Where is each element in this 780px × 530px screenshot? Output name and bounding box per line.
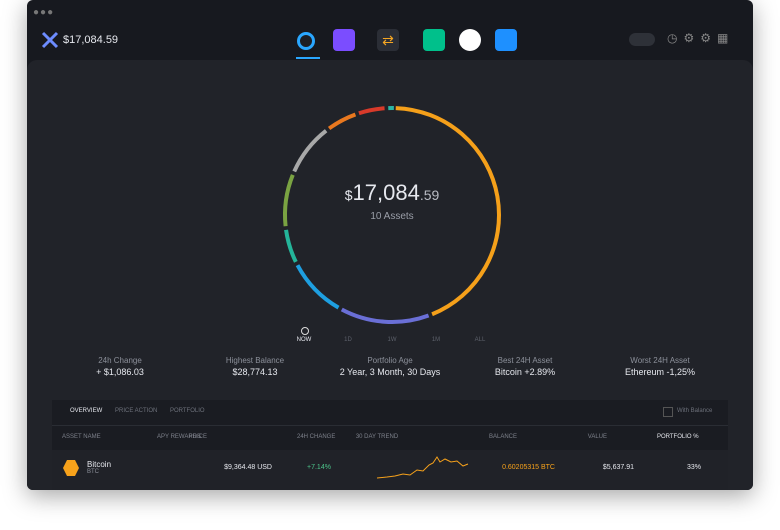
- asset-change: +7.14%: [307, 464, 331, 471]
- asset-balance: 0.60205315 BTC: [502, 464, 555, 471]
- column-header[interactable]: APY REWARDS: [157, 434, 202, 440]
- stat-value: Bitcoin +2.89%: [494, 367, 556, 377]
- stat-value: 2 Year, 3 Month, 30 Days: [339, 367, 441, 377]
- ring-segment: [283, 174, 295, 227]
- stat-value: + $1,086.03: [96, 367, 144, 377]
- table-tab[interactable]: PORTFOLIO: [170, 408, 205, 414]
- ring-segment: [284, 229, 298, 263]
- filter-label[interactable]: With Balance: [677, 408, 713, 414]
- whole: 17,084: [352, 180, 420, 205]
- column-header[interactable]: VALUE: [587, 434, 607, 440]
- ring-segment: [340, 307, 430, 324]
- portfolio-ring: [283, 106, 501, 324]
- table-tab[interactable]: PRICE ACTION: [115, 408, 158, 414]
- asset-price: $9,364.48 USD: [224, 464, 272, 471]
- exchange-tab[interactable]: ⇄: [377, 29, 399, 51]
- timeline-option[interactable]: ALL: [474, 337, 486, 343]
- timeline-option[interactable]: NOW: [296, 337, 312, 343]
- timeline-knob[interactable]: [301, 327, 309, 335]
- ring-segment: [295, 264, 340, 310]
- portfolio-tab[interactable]: [297, 32, 315, 50]
- stat-label: Highest Balance: [225, 356, 285, 365]
- timeline-option[interactable]: 1M: [431, 337, 441, 343]
- wallet-tab[interactable]: [333, 29, 355, 51]
- ring-segment: [358, 106, 385, 116]
- header-icons[interactable]: ◷⚙⚙▦: [667, 31, 735, 45]
- window-dots: ●●●: [33, 7, 55, 18]
- row-bg: [52, 450, 728, 490]
- column-header[interactable]: BALANCE: [488, 434, 517, 440]
- asset-count: 10 Assets: [370, 211, 414, 222]
- asset-name: Bitcoin: [87, 460, 112, 469]
- header-balance: $17,084.59: [63, 34, 119, 46]
- column-header[interactable]: ASSET NAME: [62, 434, 101, 440]
- column-header[interactable]: PRICE: [188, 434, 207, 440]
- trend-sparkline: [377, 456, 469, 479]
- ring-segment: [292, 129, 328, 173]
- timeline-option[interactable]: 1W: [387, 337, 397, 343]
- currency: $: [344, 187, 353, 203]
- stat-label: Worst 24H Asset: [630, 356, 690, 365]
- divider: [52, 425, 728, 426]
- asset-portfolio: 33%: [687, 464, 702, 471]
- portfolio-balance: $17,084.59: [292, 180, 492, 206]
- app-compound[interactable]: [423, 29, 445, 51]
- logo: [41, 31, 59, 49]
- app-x[interactable]: [459, 29, 481, 51]
- asset-value: $5,637.91: [602, 464, 634, 471]
- checkbox[interactable]: [663, 407, 673, 417]
- column-header[interactable]: PORTFOLIO %: [657, 434, 699, 440]
- lock-toggle[interactable]: [629, 33, 655, 46]
- app-plus[interactable]: [495, 29, 517, 51]
- ring-segment: [327, 112, 357, 131]
- stat-label: Portfolio Age: [367, 356, 413, 365]
- stat-value: Ethereum -1,25%: [624, 367, 696, 377]
- table-tab[interactable]: OVERVIEW: [70, 408, 103, 414]
- app-window: ●●● $17,084.59 ⇄ ◷⚙⚙▦ $17,084.59 10 Asse…: [27, 0, 753, 490]
- asset-ticker: BTC: [87, 469, 99, 475]
- column-header[interactable]: 30 DAY TREND: [355, 434, 399, 440]
- stat-value: $28,774.13: [232, 367, 278, 377]
- active-indicator: [296, 57, 320, 59]
- stat-label: 24h Change: [98, 356, 142, 365]
- bitcoin-icon: [63, 460, 79, 476]
- column-header[interactable]: 24H CHANGE: [297, 434, 336, 440]
- cents: .59: [419, 187, 440, 203]
- ring-segment: [395, 106, 501, 317]
- stat-label: Best 24H Asset: [497, 356, 553, 365]
- timeline-option[interactable]: 1D: [344, 337, 352, 343]
